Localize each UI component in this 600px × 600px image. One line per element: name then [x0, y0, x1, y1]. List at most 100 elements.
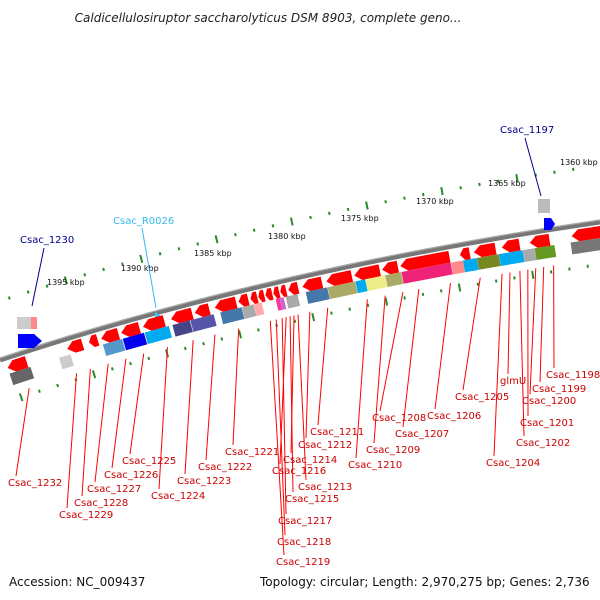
feature-block[interactable]	[385, 272, 404, 288]
forward-gene-arrow[interactable]	[381, 260, 399, 276]
scale-tick	[83, 273, 87, 277]
feature-block[interactable]	[144, 325, 172, 345]
forward-gene-arrow[interactable]	[571, 225, 600, 242]
gene-label[interactable]: Csac_1206	[427, 411, 481, 422]
feature-block[interactable]	[476, 254, 501, 270]
forward-gene-arrow[interactable]	[473, 242, 497, 259]
gene-label[interactable]: Csac_1211	[310, 427, 364, 438]
forward-gene-arrow[interactable]	[501, 238, 521, 254]
gene-label[interactable]: Csac_1221	[225, 447, 279, 458]
gene-label[interactable]: Csac_1222	[198, 462, 252, 473]
feature-block[interactable]	[220, 307, 245, 325]
scale-tick	[568, 267, 571, 271]
forward-gene-arrow[interactable]	[279, 284, 288, 298]
leader-line	[94, 363, 109, 483]
gene-label[interactable]: Csac_1215	[285, 494, 339, 505]
forward-gene-arrow[interactable]	[99, 327, 121, 345]
forward-gene-arrow[interactable]	[193, 303, 211, 318]
forward-gene-arrow[interactable]	[141, 315, 166, 332]
leader-line	[519, 270, 525, 437]
gene-label-csac-1197[interactable]: Csac_1197	[500, 125, 554, 136]
gene-label[interactable]: Csac_1212	[298, 440, 352, 451]
forward-gene-arrow[interactable]	[529, 233, 551, 249]
feature-block[interactable]	[522, 248, 537, 263]
forward-gene-arrow[interactable]	[264, 287, 274, 301]
forward-gene-arrow[interactable]	[257, 289, 266, 303]
gene-label[interactable]: Csac_1204	[486, 458, 540, 469]
forward-gene-arrow[interactable]	[399, 250, 451, 272]
gene-label-csac-1230[interactable]: Csac_1230	[20, 235, 74, 246]
leader-line	[305, 311, 311, 439]
gene-label[interactable]: Csac_1214	[283, 455, 337, 466]
feature-block[interactable]	[31, 317, 37, 329]
gene-label[interactable]: Csac_1223	[177, 476, 231, 487]
scale-tick	[571, 167, 575, 171]
scale-tick	[476, 282, 480, 286]
feature-block[interactable]	[305, 287, 330, 304]
forward-gene-arrow[interactable]	[87, 334, 100, 348]
gene-label[interactable]: Csac_1225	[122, 456, 176, 467]
reverse-gene-arrow[interactable]	[18, 334, 42, 348]
gene-label[interactable]: Csac_1229	[59, 510, 113, 521]
forward-gene-arrow[interactable]	[325, 270, 354, 287]
feature-block[interactable]	[9, 366, 35, 386]
gene-label[interactable]: Csac_1226	[104, 470, 158, 481]
scale-tick	[18, 393, 24, 402]
gene-label[interactable]: Csac_1209	[366, 445, 420, 456]
feature-block[interactable]	[327, 281, 358, 300]
gene-label[interactable]: Csac_1216	[272, 466, 326, 477]
gene-label[interactable]: Csac_1213	[298, 482, 352, 493]
forward-gene-arrow[interactable]	[287, 281, 300, 296]
gene-label[interactable]: Csac_1232	[8, 478, 62, 489]
gene-label[interactable]: Csac_1205	[455, 392, 509, 403]
scale-labels: 1360 kbp 1365 kbp 1370 kbp 1375 kbp 1380…	[47, 158, 598, 287]
feature-block[interactable]	[498, 250, 525, 266]
feature-block[interactable]	[190, 314, 217, 332]
forward-gene-arrow[interactable]	[301, 276, 324, 293]
gene-label[interactable]: glmU	[500, 376, 526, 387]
gene-label[interactable]: Csac_1207	[395, 429, 449, 440]
gene-label[interactable]: Csac_1217	[278, 516, 332, 527]
feature-block[interactable]	[253, 302, 265, 316]
feature-block[interactable]	[285, 294, 301, 309]
feature-block[interactable]	[241, 304, 257, 319]
feature-block[interactable]	[538, 199, 550, 213]
gene-label[interactable]: Csac_1201	[520, 418, 574, 429]
gene-label[interactable]: Csac_1228	[74, 498, 128, 509]
forward-gene-arrow[interactable]	[249, 291, 259, 305]
gene-label[interactable]: Csac_1198	[546, 370, 600, 381]
gene-label[interactable]: Csac_1218	[277, 537, 331, 548]
feature-block[interactable]	[279, 297, 287, 310]
feature-block[interactable]	[534, 245, 557, 261]
gene-label-csac-r0026[interactable]: Csac_R0026	[113, 216, 174, 227]
feature-block[interactable]	[355, 279, 368, 294]
forward-gene-arrow[interactable]	[272, 286, 281, 299]
forward-gene-arrow[interactable]	[6, 356, 29, 374]
gene-label[interactable]: Csac_1200	[522, 396, 576, 407]
feature-block[interactable]	[275, 298, 283, 311]
feature-block[interactable]	[122, 332, 148, 351]
gene-label[interactable]: Csac_1208	[372, 413, 426, 424]
forward-gene-arrow[interactable]	[237, 293, 250, 308]
feature-block[interactable]	[58, 354, 74, 370]
feature-block[interactable]	[450, 260, 465, 275]
feature-block[interactable]	[401, 262, 453, 284]
gene-label[interactable]: Csac_1227	[87, 484, 141, 495]
feature-block[interactable]	[172, 320, 193, 337]
gene-label[interactable]: Csac_1224	[151, 491, 205, 502]
forward-gene-arrow[interactable]	[459, 247, 471, 261]
feature-block[interactable]	[102, 338, 126, 357]
feature-block[interactable]	[365, 275, 388, 292]
forward-gene-arrow[interactable]	[66, 338, 85, 355]
gene-label[interactable]: Csac_1210	[348, 460, 402, 471]
gene-label[interactable]: Csac_1219	[276, 557, 330, 568]
gene-label[interactable]: Csac_1199	[532, 384, 586, 395]
feature-block[interactable]	[570, 238, 600, 255]
forward-gene-arrow[interactable]	[169, 307, 194, 325]
forward-gene-arrow[interactable]	[353, 264, 381, 281]
forward-gene-arrow[interactable]	[213, 296, 238, 314]
feature-block[interactable]	[462, 258, 479, 273]
forward-gene-arrow[interactable]	[119, 322, 141, 339]
gene-label[interactable]: Csac_1202	[516, 438, 570, 449]
reverse-gene-arrow[interactable]	[544, 218, 555, 230]
